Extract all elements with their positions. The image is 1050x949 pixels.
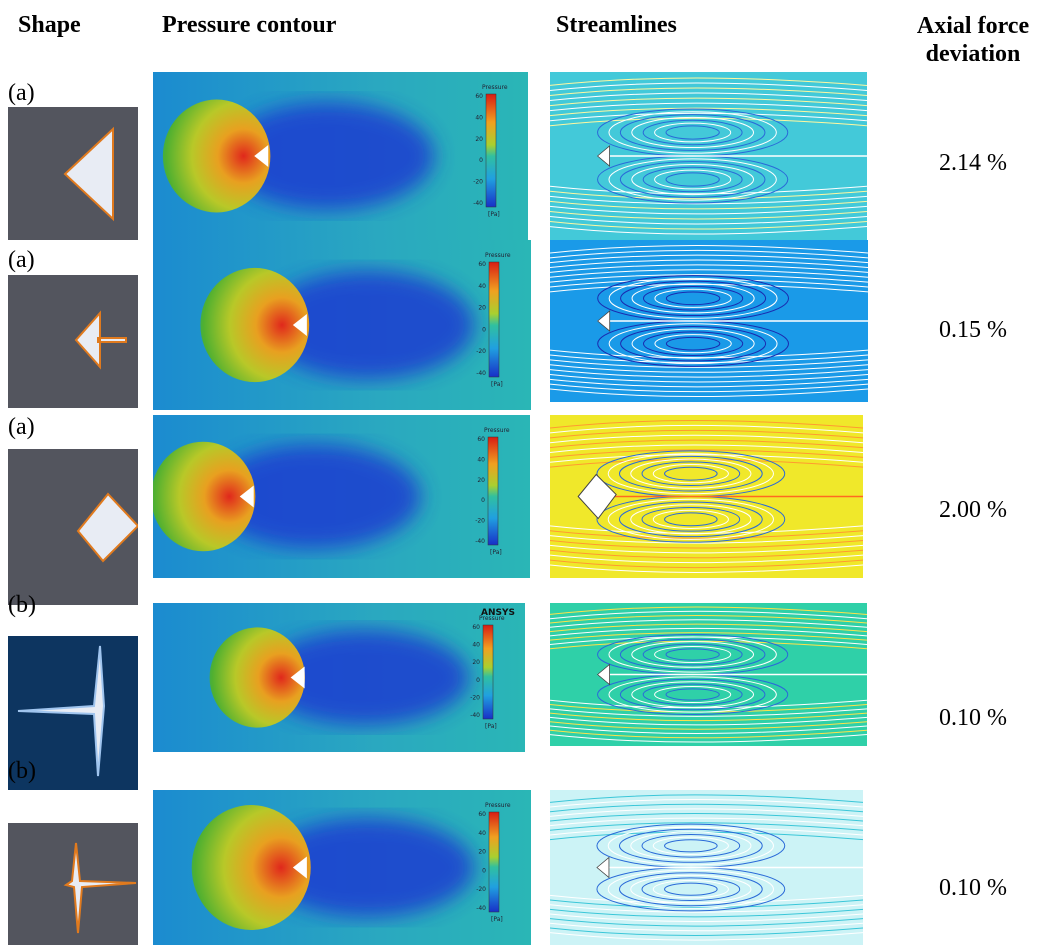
header-deviation: Axial force deviation — [898, 12, 1048, 68]
colorbar-tick-label: 40 — [478, 830, 486, 837]
colorbar-tick-label: 20 — [472, 659, 480, 666]
colorbar-tick-label: 20 — [478, 849, 486, 856]
colorbar-tick-label: -20 — [476, 348, 486, 355]
pressure-contour: Pressure 60 40 20 0 -20 -40 [Pa] — [153, 72, 528, 240]
colorbar-title: Pressure — [482, 84, 508, 91]
header-pressure: Pressure contour — [162, 12, 336, 39]
colorbar — [489, 262, 499, 377]
colorbar-tick-label: -40 — [475, 538, 485, 545]
colorbar-title: Pressure — [485, 802, 511, 809]
colorbar-tick-label: -20 — [476, 886, 486, 893]
colorbar-unit: [Pa] — [491, 381, 503, 388]
pressure-contour: Pressure 60 40 20 0 -20 -40 [Pa] — [153, 790, 531, 945]
streamlines-image — [550, 790, 863, 945]
figure: Shape Pressure contour Streamlines Axial… — [0, 0, 1050, 949]
colorbar-tick-label: 40 — [477, 456, 485, 463]
colorbar-title: Pressure — [485, 252, 511, 259]
colorbar-tick-label: -40 — [473, 200, 483, 207]
colorbar-tick-label: -20 — [475, 518, 485, 525]
colorbar-title: Pressure — [484, 427, 510, 434]
colorbar — [483, 625, 493, 719]
streamlines-image — [550, 603, 867, 746]
colorbar-tick-label: -40 — [470, 712, 480, 719]
colorbar-tick-label: 60 — [477, 436, 485, 443]
colorbar-tick-label: -20 — [473, 179, 483, 186]
colorbar-tick-label: 40 — [475, 114, 483, 121]
streamlines-image — [550, 72, 867, 240]
header-shape: Shape — [18, 12, 81, 39]
colorbar-unit: [Pa] — [491, 916, 503, 923]
colorbar-tick-label: 0 — [482, 867, 486, 874]
header-streamlines: Streamlines — [556, 12, 677, 39]
shape-image — [8, 823, 138, 945]
row-label: (a) — [8, 247, 35, 274]
colorbar-tick-label: -40 — [476, 370, 486, 377]
deviation-value: 0.10 % — [898, 705, 1048, 732]
streamlines-image — [550, 240, 868, 402]
deviation-value: 2.00 % — [898, 497, 1048, 524]
colorbar-tick-label: 20 — [477, 477, 485, 484]
colorbar — [488, 437, 498, 545]
colorbar-tick-label: 20 — [475, 136, 483, 143]
deviation-value: 0.10 % — [898, 875, 1048, 902]
colorbar-tick-label: 40 — [472, 642, 480, 649]
colorbar-tick-label: -20 — [470, 694, 480, 701]
colorbar-tick-label: -40 — [476, 905, 486, 912]
colorbar-tick-label: 20 — [478, 305, 486, 312]
pressure-contour: Pressure 60 40 20 0 -20 -40 [Pa] — [153, 240, 531, 410]
watermark: ANSYS — [481, 608, 515, 618]
colorbar-tick-label: 40 — [478, 283, 486, 290]
deviation-value: 0.15 % — [898, 317, 1048, 344]
colorbar — [489, 812, 499, 912]
shape-image — [8, 107, 138, 240]
colorbar-tick-label: 0 — [482, 326, 486, 333]
colorbar — [486, 94, 496, 207]
colorbar-tick-label: 0 — [479, 157, 483, 164]
deviation-value: 2.14 % — [898, 150, 1048, 177]
row-label: (b) — [8, 592, 36, 619]
shape-image — [8, 449, 138, 605]
row-label: (b) — [8, 758, 36, 785]
colorbar-unit: [Pa] — [488, 211, 500, 218]
colorbar-unit: [Pa] — [490, 549, 502, 556]
row-label: (a) — [8, 414, 35, 441]
colorbar-tick-label: 0 — [481, 497, 485, 504]
row-label: (a) — [8, 80, 35, 107]
colorbar-tick-label: 60 — [472, 624, 480, 631]
streamlines-image — [550, 415, 863, 578]
colorbar-tick-label: 60 — [478, 261, 486, 268]
colorbar-tick-label: 0 — [476, 677, 480, 684]
pressure-contour: Pressure 60 40 20 0 -20 -40 [Pa] — [153, 415, 530, 578]
colorbar-unit: [Pa] — [485, 723, 497, 730]
colorbar-tick-label: 60 — [475, 93, 483, 100]
shape-image — [8, 275, 138, 408]
stagnation-region — [200, 268, 309, 382]
colorbar-tick-label: 60 — [478, 811, 486, 818]
pressure-contour: Pressure6040200-20-40[Pa]ANSYS — [153, 603, 525, 752]
